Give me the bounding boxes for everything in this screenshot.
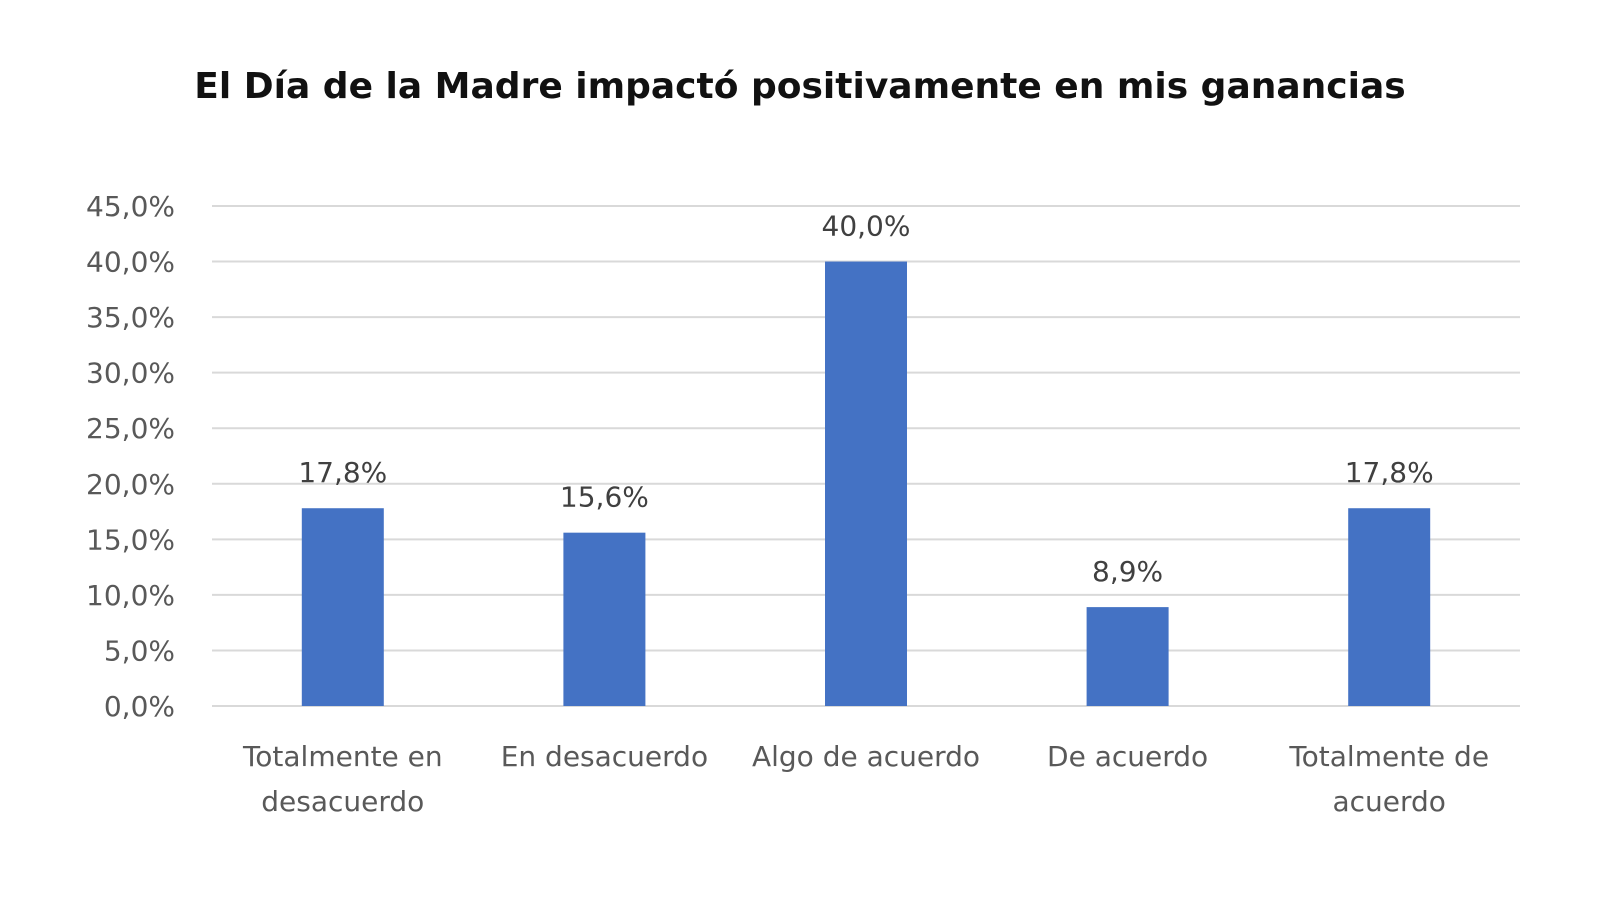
bar <box>301 508 384 706</box>
y-tick-label: 5,0% <box>104 634 175 667</box>
bar <box>1348 508 1431 706</box>
y-tick-label: 30,0% <box>86 357 175 390</box>
y-tick-label: 45,0% <box>86 190 175 223</box>
bar <box>825 261 907 706</box>
x-category-label: Totalmente en desacuerdo <box>242 740 443 818</box>
chart-title: El Día de la Madre impactó positivamente… <box>194 66 1406 107</box>
y-tick-label: 35,0% <box>86 301 175 334</box>
x-category-label: Totalmente de acuerdo <box>1288 740 1489 818</box>
x-category-label: En desacuerdo <box>501 740 708 773</box>
data-labels: 17,8% 15,6% 40,0% 8,9% 17,8% <box>298 210 1433 589</box>
data-label: 8,9% <box>1092 555 1163 588</box>
y-tick-label: 0,0% <box>104 690 175 723</box>
bar <box>563 532 646 706</box>
bars <box>301 261 1431 706</box>
y-tick-label: 20,0% <box>86 468 175 501</box>
data-label: 15,6% <box>560 481 649 514</box>
y-tick-label: 40,0% <box>86 246 175 279</box>
data-label: 40,0% <box>822 210 911 243</box>
y-tick-label: 10,0% <box>86 579 175 612</box>
bar <box>1086 607 1169 706</box>
data-label: 17,8% <box>298 456 387 489</box>
y-axis-tick-labels: 0,0% 5,0% 10,0% 15,0% 20,0% 25,0% 30,0% 35,0% 40… <box>86 190 175 723</box>
y-tick-label: 25,0% <box>86 412 175 445</box>
data-label: 17,8% <box>1345 456 1434 489</box>
x-category-label: De acuerdo <box>1047 740 1208 773</box>
x-axis-category-labels: Totalmente en desacuerdo En desacuerdo Algo… <box>242 740 1489 818</box>
y-tick-label: 15,0% <box>86 523 175 556</box>
x-category-label: Algo de acuerdo <box>752 740 980 773</box>
